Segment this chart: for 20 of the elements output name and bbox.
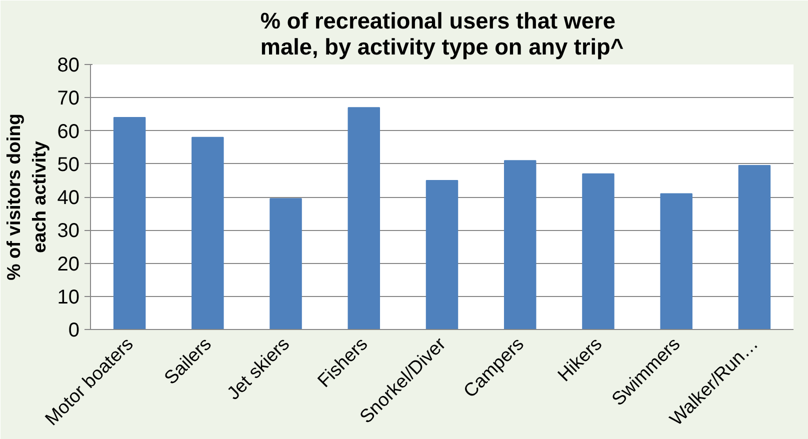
bar [270, 198, 302, 330]
y-axis-title: % of visitors doing each activity [3, 114, 50, 280]
y-tick-label: 80 [57, 54, 80, 76]
y-tick-label: 40 [57, 187, 80, 209]
y-tick-label: 20 [57, 253, 80, 276]
bar [348, 107, 380, 330]
bar [192, 136, 224, 330]
bar [426, 180, 458, 330]
y-tick-label: 0 [68, 320, 80, 342]
y-tick-label: 50 [57, 154, 80, 176]
bar [113, 117, 146, 330]
bar [582, 173, 614, 330]
chart-title: % of recreational users that were male, by activity type on any trip^ [260, 8, 624, 60]
bar [504, 160, 536, 330]
y-tick-label: 70 [57, 88, 80, 110]
bar [738, 165, 771, 330]
bar [660, 193, 692, 330]
y-tick-label: 60 [57, 120, 80, 143]
y-tick-label: 10 [57, 286, 80, 308]
y-tick-label: 30 [57, 220, 80, 242]
